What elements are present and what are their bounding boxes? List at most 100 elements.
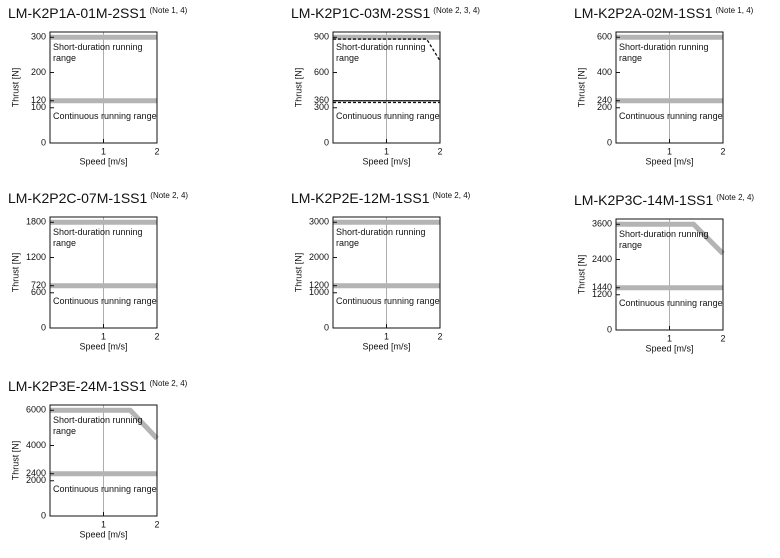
x-tick-label: 1 [101, 519, 106, 529]
y-tick-label: 300 [314, 102, 329, 112]
x-tick-label: 1 [667, 146, 672, 156]
y-tick-label: 600 [597, 32, 612, 42]
y-tick-label: 900 [314, 32, 329, 42]
y-tick-label: 1800 [26, 217, 46, 227]
annotation: Continuous running range [53, 483, 157, 494]
x-tick-label: 1 [101, 146, 106, 156]
x-tick-label: 1 [384, 146, 389, 156]
y-axis-label: Thrust [N] [576, 68, 586, 108]
chart: LM-K2P1A-01M-2SS1 (Note 1, 4) 0 100 120 200 30… [8, 5, 208, 185]
title-note: (Note 2, 4) [432, 191, 471, 200]
y-tick-label: 200 [597, 102, 612, 112]
y-tick-label: 0 [607, 137, 612, 147]
y-axis-label: Thrust [N] [10, 441, 20, 481]
title-note: (Note 2, 4) [150, 191, 189, 200]
x-axis-label: Speed [m/s] [79, 156, 127, 166]
y-tick-label: 120 [31, 95, 46, 105]
chart-title: LM-K2P1C-03M-2SS1 (Note 2, 3, 4) [291, 5, 480, 21]
y-tick-label: 0 [41, 510, 46, 520]
y-tick-label: 100 [31, 102, 46, 112]
y-tick-label: 0 [41, 137, 46, 147]
annotation: Short-duration running range [53, 227, 143, 249]
chart-title: LM-K2P3E-24M-1SS1 (Note 2, 4) [8, 378, 187, 394]
y-tick-label: 1200 [592, 289, 612, 299]
title-text: LM-K2P3C-14M-1SS1 [574, 192, 714, 208]
annotation: Continuous running range [619, 110, 723, 121]
y-tick-label: 1440 [592, 282, 612, 292]
x-tick-label: 1 [101, 331, 106, 341]
thrust-line [333, 38, 441, 62]
title-text: LM-K2P2C-07M-1SS1 [8, 190, 148, 206]
y-tick-label: 600 [314, 67, 329, 77]
y-tick-label: 2400 [26, 468, 46, 478]
y-tick-label: 1200 [26, 252, 46, 262]
y-tick-label: 600 [31, 287, 46, 297]
annotation: Short-duration running range [336, 42, 426, 64]
chart-title: LM-K2P1A-01M-2SS1 (Note 1, 4) [8, 5, 187, 21]
y-tick-label: 2000 [26, 475, 46, 485]
x-tick-label: 2 [154, 331, 159, 341]
y-tick-label: 4000 [26, 440, 46, 450]
y-tick-label: 2000 [309, 252, 329, 262]
annotation: Continuous running range [336, 110, 440, 121]
title-note: (Note 1, 4) [149, 6, 188, 15]
y-tick-label: 3600 [592, 219, 612, 229]
chart: LM-K2P2C-07M-1SS1 (Note 2, 4) 0 600 720 1200 1… [8, 190, 208, 370]
annotation: Continuous running range [336, 295, 440, 306]
annotation: Short-duration running range [619, 229, 709, 251]
title-note: (Note 1, 4) [715, 6, 754, 15]
y-tick-label: 360 [314, 95, 329, 105]
y-tick-label: 200 [31, 67, 46, 77]
chart: LM-K2P3E-24M-1SS1 (Note 2, 4) 0 2000 2400 400… [8, 378, 208, 558]
x-axis-label: Speed [m/s] [645, 343, 693, 353]
y-tick-label: 2400 [592, 254, 612, 264]
y-axis-label: Thrust [N] [293, 253, 303, 293]
chart: LM-K2P2A-02M-1SS1 (Note 1, 4) 0 200 240 400 60… [574, 5, 774, 185]
y-tick-label: 6000 [26, 405, 46, 415]
title-text: LM-K2P1C-03M-2SS1 [291, 5, 431, 21]
annotation: Continuous running range [53, 110, 157, 121]
chart: LM-K2P3C-14M-1SS1 (Note 2, 4) 0 1200 1440 240… [574, 192, 774, 372]
y-axis-label: Thrust [N] [293, 68, 303, 108]
annotation: Short-duration running range [53, 42, 143, 64]
title-note: (Note 2, 3, 4) [433, 6, 480, 15]
title-text: LM-K2P1A-01M-2SS1 [8, 5, 147, 21]
x-tick-label: 2 [720, 146, 725, 156]
y-tick-label: 0 [41, 322, 46, 332]
y-tick-label: 300 [31, 32, 46, 42]
x-axis-label: Speed [m/s] [362, 341, 410, 351]
title-text: LM-K2P2E-12M-1SS1 [291, 190, 430, 206]
x-tick-label: 2 [437, 331, 442, 341]
title-note: (Note 2, 4) [149, 379, 188, 388]
x-tick-label: 2 [720, 333, 725, 343]
x-tick-label: 1 [667, 333, 672, 343]
x-axis-label: Speed [m/s] [645, 156, 693, 166]
y-tick-label: 720 [31, 280, 46, 290]
annotation: Continuous running range [53, 295, 157, 306]
chart-title: LM-K2P2A-02M-1SS1 (Note 1, 4) [574, 5, 753, 21]
title-text: LM-K2P3E-24M-1SS1 [8, 378, 147, 394]
y-tick-label: 0 [607, 324, 612, 334]
thrust-line [50, 407, 159, 441]
chart: LM-K2P1C-03M-2SS1 (Note 2, 3, 4) 0 300 360 60… [291, 5, 491, 185]
y-tick-label: 1200 [309, 280, 329, 290]
y-tick-label: 1000 [309, 287, 329, 297]
x-tick-label: 1 [384, 331, 389, 341]
y-tick-label: 240 [597, 95, 612, 105]
y-tick-label: 0 [324, 137, 329, 147]
chart: LM-K2P2E-12M-1SS1 (Note 2, 4) 0 1000 1200 200… [291, 190, 491, 370]
x-axis-label: Speed [m/s] [79, 529, 127, 539]
chart-title: LM-K2P2C-07M-1SS1 (Note 2, 4) [8, 190, 188, 206]
x-tick-label: 2 [154, 519, 159, 529]
x-axis-label: Speed [m/s] [79, 341, 127, 351]
thrust-line [616, 221, 725, 256]
y-tick-label: 0 [324, 322, 329, 332]
annotation: Continuous running range [619, 297, 723, 308]
annotation: Short-duration running range [619, 42, 709, 64]
